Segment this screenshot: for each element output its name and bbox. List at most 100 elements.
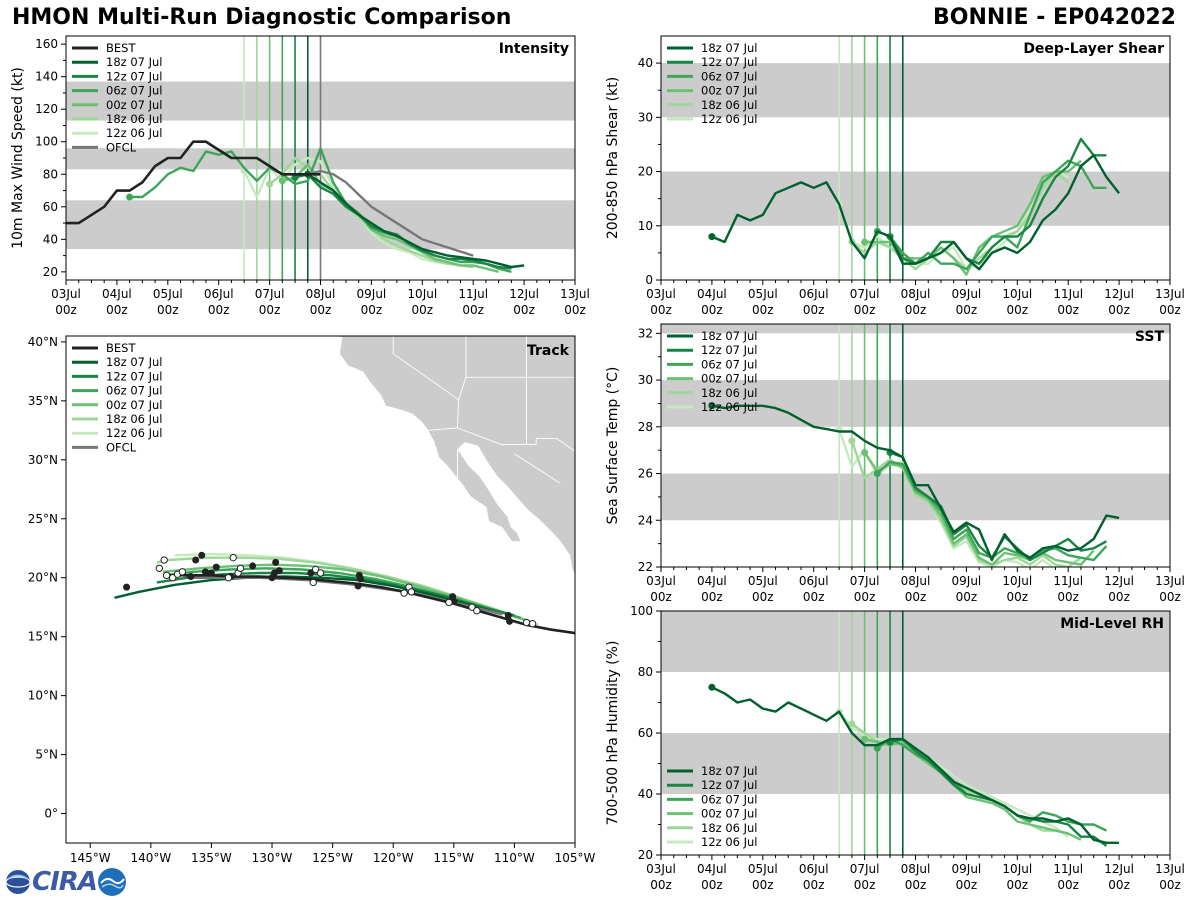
shade-band (661, 473, 1170, 521)
x-tick-day-label: 06Jul (799, 574, 829, 588)
x-tick-hour-label: 00z (259, 303, 281, 317)
model-track-line (162, 563, 527, 622)
x-tick-hour-label: 00z (1057, 878, 1079, 892)
x-tick-hour-label: 00z (854, 878, 876, 892)
track-marker-filled (207, 569, 215, 577)
y-tick-label: 100 (630, 604, 653, 618)
y-tick-label: 25°N (28, 512, 58, 526)
legend-label: 12z 07 Jul (701, 343, 758, 357)
x-tick-hour-label: 00z (956, 590, 978, 604)
x-tick-day-label: 13Jul (1155, 287, 1185, 301)
x-tick-hour-label: 00z (701, 878, 723, 892)
x-tick-day-label: 10Jul (1002, 287, 1032, 301)
track-marker-open (445, 598, 453, 607)
x-tick-day-label: 06Jul (799, 862, 829, 876)
x-tick-day-label: 05Jul (748, 287, 778, 301)
shade-band (661, 611, 1170, 672)
track-marker-open (224, 574, 233, 582)
track-marker-filled (249, 562, 257, 570)
track-marker-open (229, 553, 237, 562)
x-tick-hour-label: 00z (564, 303, 586, 317)
legend-label: 18z 07 Jul (701, 329, 758, 343)
y-tick-label: 30°N (28, 453, 58, 467)
x-tick-hour-label: 00z (55, 303, 77, 317)
axes-frame (65, 335, 576, 844)
x-tick-day-label: 09Jul (357, 287, 387, 301)
series-line (711, 154, 1121, 271)
x-tick-day-label: 08Jul (306, 287, 336, 301)
x-tick-hour-label: 00z (1057, 303, 1079, 317)
y-tick-label: 160 (35, 37, 58, 51)
x-tick-day-label: 10Jul (1002, 862, 1032, 876)
legend-label: 00z 07 Jul (106, 398, 163, 412)
track-marker-filled (275, 567, 283, 575)
y-tick-label: 80 (638, 665, 653, 679)
y-tick-label: 10°N (28, 689, 58, 703)
x-tick-label: 140°W (130, 851, 171, 865)
track-marker-open (236, 564, 245, 572)
page-title: HMON Multi-Run Diagnostic Comparison (12, 5, 512, 30)
track-marker-filled (201, 568, 209, 576)
y-tick-label: 60 (638, 726, 653, 740)
x-tick-day-label: 12Jul (1104, 574, 1134, 588)
y-tick-label: 0° (44, 807, 58, 821)
x-tick-hour-label: 00z (1057, 590, 1079, 604)
political-border (514, 453, 561, 484)
y-axis-label: 10m Max Wind Speed (kt) (10, 67, 26, 249)
track-marker-open (528, 619, 537, 628)
land-mass (334, 336, 575, 574)
series-start-marker (861, 449, 869, 457)
legend-label: BEST (106, 41, 136, 55)
y-tick-label: 100 (35, 135, 58, 149)
x-tick-day-label: 10Jul (407, 287, 437, 301)
y-tick-label: 28 (638, 420, 653, 434)
x-tick-day-label: 09Jul (952, 862, 982, 876)
series-start-marker (708, 683, 716, 691)
y-tick-label: 140 (35, 70, 58, 84)
x-tick-hour-label: 00z (701, 590, 723, 604)
shade-band (661, 324, 1170, 334)
shade-band (661, 733, 1170, 794)
panel-shear: 0 10 20 30 40 03Jul 00z 04Jul 00z 05Jul 00z 06Jul 00… (605, 35, 1185, 317)
legend-label: 06z 07 Jul (106, 84, 163, 98)
storm-id: BONNIE - EP042022 (933, 5, 1176, 30)
legend-label: 18z 07 Jul (106, 355, 163, 369)
cira-logo-text: CIRA (32, 867, 98, 897)
x-tick-hour-label: 00z (1159, 303, 1181, 317)
x-tick-hour-label: 00z (905, 303, 927, 317)
x-tick-hour-label: 00z (513, 303, 535, 317)
legend-label: 00z 07 Jul (106, 98, 163, 112)
cira-logo: CIRA (4, 866, 127, 898)
track-marker-filled (212, 563, 220, 571)
legend-label: 06z 07 Jul (106, 384, 163, 398)
x-tick-day-label: 12Jul (1104, 287, 1134, 301)
panel-title: Mid-Level RH (1060, 616, 1164, 632)
track-marker-open (311, 565, 320, 574)
x-tick-day-label: 08Jul (901, 574, 931, 588)
x-tick-hour-label: 00z (701, 303, 723, 317)
y-tick-label: 40 (638, 787, 653, 801)
model-track-line (175, 552, 539, 627)
track-marker-open (473, 607, 481, 615)
x-tick-day-label: 04Jul (697, 287, 727, 301)
series-start-marker (266, 180, 274, 188)
panel-rh: 20 40 60 80 100 03Jul 00z 04Jul 00z 05Jul 00z 06Jul… (605, 604, 1185, 892)
panel-title: Deep-Layer Shear (1023, 41, 1164, 57)
series-line (711, 686, 1120, 844)
x-tick-day-label: 05Jul (748, 862, 778, 876)
x-tick-hour-label: 00z (1108, 590, 1130, 604)
series-line (838, 710, 1069, 838)
track-marker-filled (198, 551, 206, 559)
x-tick-day-label: 12Jul (1104, 862, 1134, 876)
best-track-line (66, 140, 321, 225)
legend-label: 06z 07 Jul (701, 792, 758, 806)
track-marker-open (400, 589, 408, 597)
series-line (307, 173, 525, 269)
x-tick-day-label: 04Jul (697, 862, 727, 876)
x-tick-day-label: 11Jul (1053, 287, 1083, 301)
legend-label: 18z 07 Jul (106, 55, 163, 69)
x-tick-day-label: 09Jul (952, 287, 982, 301)
x-tick-day-label: 07Jul (850, 862, 880, 876)
track-marker-open (309, 578, 317, 587)
y-tick-label: 32 (638, 326, 653, 340)
